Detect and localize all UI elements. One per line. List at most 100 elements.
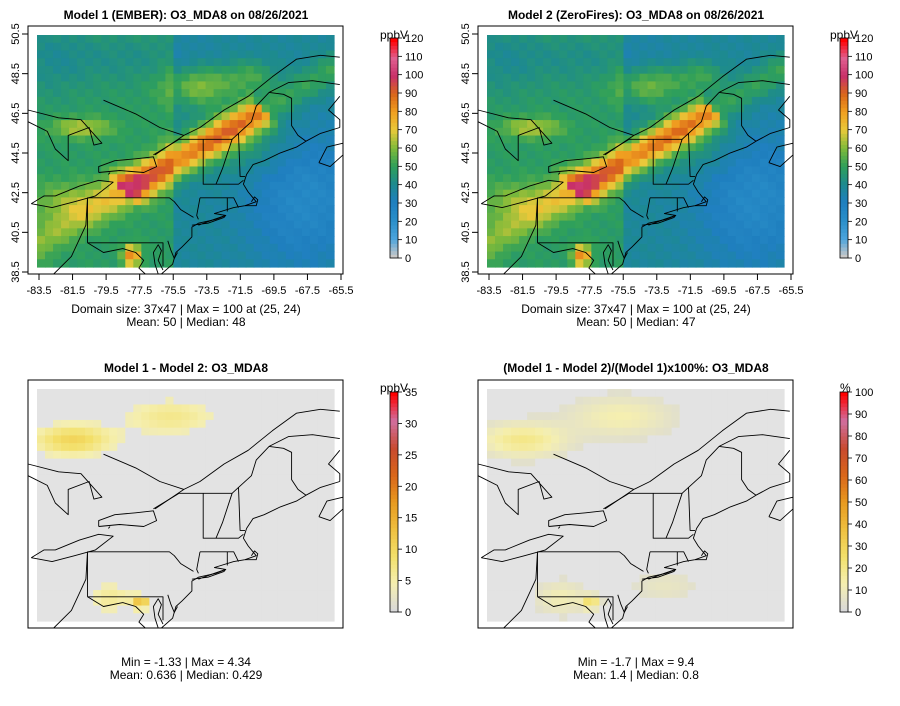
grid-cell — [229, 197, 239, 206]
colorbar-swatch — [390, 461, 398, 466]
grid-cell — [181, 120, 191, 129]
grid-cell — [647, 228, 657, 237]
grid-cell — [229, 574, 239, 583]
grid-cell — [695, 112, 705, 121]
colorbar-swatch — [390, 115, 398, 120]
grid-cell — [511, 512, 520, 522]
grid-cell — [85, 50, 94, 59]
grid-cell — [615, 174, 625, 183]
grid-cell — [221, 412, 231, 421]
grid-cell — [759, 389, 769, 398]
grid-cell — [133, 174, 142, 183]
grid-cell — [535, 96, 544, 106]
grid-cell — [309, 520, 319, 529]
grid-cell — [727, 228, 737, 237]
grid-cell — [639, 127, 649, 137]
grid-cell — [205, 466, 215, 475]
grid-cell — [53, 389, 62, 398]
grid-cell — [503, 419, 512, 429]
grid-cell — [269, 489, 279, 498]
grid-cell — [623, 259, 633, 268]
grid-cell — [623, 551, 633, 560]
grid-cell — [703, 127, 713, 137]
grid-cell — [495, 58, 504, 67]
grid-cell — [759, 151, 769, 160]
grid-cell — [663, 497, 673, 506]
grid-cell — [205, 389, 215, 398]
grid-cell — [213, 174, 223, 183]
grid-cell — [551, 443, 560, 452]
grid-cell — [117, 566, 126, 576]
grid-cell — [317, 81, 327, 90]
y-tick-label: 50.5 — [10, 23, 22, 44]
grid-cell — [237, 489, 247, 498]
grid-cell — [141, 597, 150, 607]
grid-cell — [487, 42, 496, 52]
grid-cell — [751, 458, 761, 467]
grid-cell — [511, 50, 520, 59]
grid-cell — [69, 443, 78, 452]
grid-cell — [615, 404, 625, 413]
grid-cell — [261, 613, 271, 622]
grid-cell — [149, 497, 159, 506]
grid-cell — [519, 259, 528, 268]
grid-cell — [743, 236, 753, 245]
grid-cell — [615, 389, 625, 398]
grid-cell — [125, 58, 134, 67]
grid-cell — [663, 481, 673, 491]
grid-cell — [487, 189, 496, 198]
grid-cell — [309, 443, 319, 452]
grid-cell — [229, 73, 239, 82]
grid-cell — [117, 389, 126, 398]
grid-cell — [487, 158, 496, 168]
grid-cell — [293, 613, 303, 622]
grid-cell — [647, 605, 657, 614]
grid-cell — [679, 259, 689, 268]
grid-cell — [703, 151, 713, 160]
grid-cell — [543, 389, 552, 398]
colorbar-swatch — [840, 107, 848, 112]
grid-cell — [61, 151, 70, 160]
grid-cell — [317, 474, 327, 483]
grid-cell — [727, 497, 737, 506]
grid-cell — [85, 597, 94, 607]
grid-cell — [213, 197, 223, 206]
grid-cell — [205, 220, 215, 229]
grid-cell — [719, 412, 729, 421]
grid-cell — [229, 89, 239, 98]
grid-cell — [775, 489, 785, 498]
grid-cell — [157, 143, 167, 152]
grid-cell — [101, 42, 110, 52]
grid-cell — [639, 197, 649, 206]
grid-cell — [599, 427, 609, 436]
grid-cell — [591, 466, 600, 475]
grid-cell — [695, 512, 705, 522]
grid-cell — [511, 81, 520, 90]
colorbar-swatch — [840, 520, 848, 525]
grid-cell — [519, 566, 528, 576]
grid-cell — [149, 212, 159, 222]
grid-cell — [487, 174, 496, 183]
grid-cell — [567, 251, 576, 260]
grid-cell — [101, 127, 110, 137]
colorbar-swatch — [390, 111, 398, 116]
grid-cell — [149, 520, 159, 529]
colorbar-swatch — [840, 502, 848, 507]
grid-cell — [631, 389, 641, 398]
grid-cell — [101, 590, 110, 599]
grid-cell — [205, 50, 215, 59]
grid-cell — [325, 228, 335, 237]
grid-cell — [647, 189, 657, 198]
grid-cell — [543, 81, 552, 90]
grid-cell — [325, 389, 335, 398]
grid-cell — [237, 497, 247, 506]
grid-cell — [551, 112, 560, 121]
grid-cell — [261, 112, 271, 121]
grid-cell — [751, 81, 761, 90]
grid-cell — [237, 166, 247, 175]
grid-cell — [173, 474, 183, 483]
grid-cell — [69, 58, 78, 67]
grid-cell — [727, 458, 737, 467]
grid-cell — [85, 166, 94, 175]
grid-cell — [503, 520, 512, 529]
